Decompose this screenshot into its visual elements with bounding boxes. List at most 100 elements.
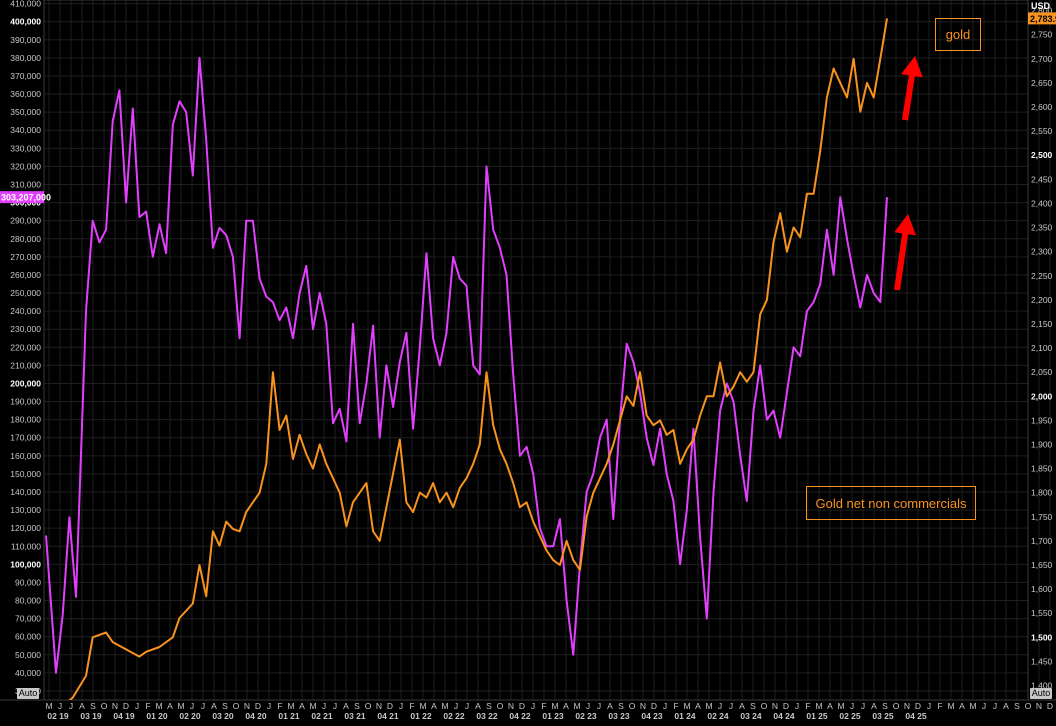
left-tick-label: 320,000 [10, 161, 41, 171]
right-tick-label: 2,050 [1031, 367, 1053, 377]
x-month-label: J [982, 701, 986, 711]
left-tick-label: 220,000 [10, 342, 41, 352]
right-tick-label: 2,600 [1031, 102, 1053, 112]
left-tick-label: 380,000 [10, 53, 41, 63]
left-tick-label: 130,000 [10, 505, 41, 515]
left-tick-label: 260,000 [10, 270, 41, 280]
left-tick-label: 110,000 [11, 541, 41, 551]
x-month-label: N [640, 701, 646, 711]
left-tick-label: 330,000 [10, 143, 41, 153]
right-tick-label: 2,150 [1031, 319, 1053, 329]
x-month-label: O [1025, 701, 1032, 711]
x-quarter-label: 03 21 [344, 711, 366, 721]
auto-scale-left-button[interactable]: Auto [17, 688, 39, 699]
x-quarter-label: 01 24 [674, 711, 696, 721]
x-month-label: M [309, 701, 316, 711]
left-tick-label: 350,000 [10, 107, 41, 117]
x-month-label: M [287, 701, 294, 711]
x-month-label: N [1036, 701, 1042, 711]
left-tick-label: 240,000 [10, 306, 41, 316]
x-month-label: D [783, 701, 789, 711]
left-tick-label: 190,000 [10, 397, 41, 407]
left-tick-label: 290,000 [10, 216, 41, 226]
x-quarter-label: 02 20 [179, 711, 201, 721]
x-month-label: D [387, 701, 393, 711]
x-month-label: M [573, 701, 580, 711]
x-month-label: J [465, 701, 469, 711]
x-month-label: M [45, 701, 52, 711]
x-month-label: F [277, 701, 282, 711]
x-month-label: J [663, 701, 667, 711]
right-tick-label: 2,300 [1031, 247, 1053, 257]
x-month-label: J [322, 701, 326, 711]
right-tick-label: 2,800 [1031, 6, 1053, 16]
right-axis-unit: USD [1031, 1, 1051, 11]
x-quarter-label: 04 25 [905, 711, 927, 721]
x-month-label: A [1003, 701, 1009, 711]
right-tick-label: 1,900 [1031, 439, 1053, 449]
right-tick-label: 2,000 [1031, 391, 1053, 401]
x-month-label: D [1047, 701, 1053, 711]
x-month-label: J [333, 701, 337, 711]
x-quarter-label: 04 23 [641, 711, 663, 721]
x-quarter-label: 04 20 [245, 711, 267, 721]
x-quarter-label: 01 23 [542, 711, 564, 721]
x-quarter-label: 03 19 [80, 711, 102, 721]
x-month-label: A [167, 701, 173, 711]
x-quarter-label: 03 20 [212, 711, 234, 721]
x-quarter-label: 02 21 [311, 711, 333, 721]
right-tick-label: 1,750 [1031, 512, 1053, 522]
x-quarter-label: 01 21 [278, 711, 300, 721]
x-quarter-label: 02 23 [575, 711, 597, 721]
left-tick-label: 230,000 [10, 324, 41, 334]
x-month-label: A [871, 701, 877, 711]
x-month-label: D [255, 701, 261, 711]
left-tick-label: 250,000 [10, 288, 41, 298]
left-current-value-tag [0, 191, 44, 204]
x-month-label: F [145, 701, 150, 711]
x-quarter-label: 03 25 [872, 711, 894, 721]
x-month-label: A [607, 701, 613, 711]
red-arrow-gold [901, 56, 923, 121]
x-month-label: F [937, 701, 942, 711]
right-tick-label: 1,450 [1031, 656, 1053, 666]
left-tick-label: 200,000 [10, 378, 41, 388]
x-month-label: J [135, 701, 139, 711]
x-month-label: A [827, 701, 833, 711]
x-month-label: S [486, 701, 492, 711]
left-tick-label: 80,000 [15, 596, 41, 606]
x-month-label: A [959, 701, 965, 711]
x-month-label: A [211, 701, 217, 711]
left-tick-label: 410,000 [10, 0, 41, 9]
x-month-label: M [705, 701, 712, 711]
x-month-label: F [409, 701, 414, 711]
x-month-label: S [750, 701, 756, 711]
series-layer [45, 18, 888, 700]
right-tick-label: 2,250 [1031, 271, 1053, 281]
x-quarter-label: 04 22 [509, 711, 531, 721]
x-month-label: J [729, 701, 733, 711]
x-month-label: M [419, 701, 426, 711]
left-tick-label: 270,000 [10, 252, 41, 262]
left-tick-label: 340,000 [10, 125, 41, 135]
x-month-label: A [563, 701, 569, 711]
x-month-label: A [739, 701, 745, 711]
x-month-label: N [112, 701, 118, 711]
x-month-label: M [947, 701, 954, 711]
x-month-label: M [837, 701, 844, 711]
auto-scale-right-button[interactable]: Auto [1030, 688, 1052, 699]
x-quarter-label: 02 19 [47, 711, 69, 721]
grid [44, 0, 1051, 700]
x-quarter-label: 01 25 [806, 711, 828, 721]
x-month-label: N [376, 701, 382, 711]
right-current-value: 2,783.9 [1030, 14, 1056, 24]
x-month-label: J [454, 701, 458, 711]
x-month-label: S [90, 701, 96, 711]
x-month-label: J [718, 701, 722, 711]
x-month-label: O [629, 701, 636, 711]
x-quarter-label: 04 24 [773, 711, 795, 721]
x-month-label: S [354, 701, 360, 711]
x-month-label: O [497, 701, 504, 711]
x-month-label: D [915, 701, 921, 711]
